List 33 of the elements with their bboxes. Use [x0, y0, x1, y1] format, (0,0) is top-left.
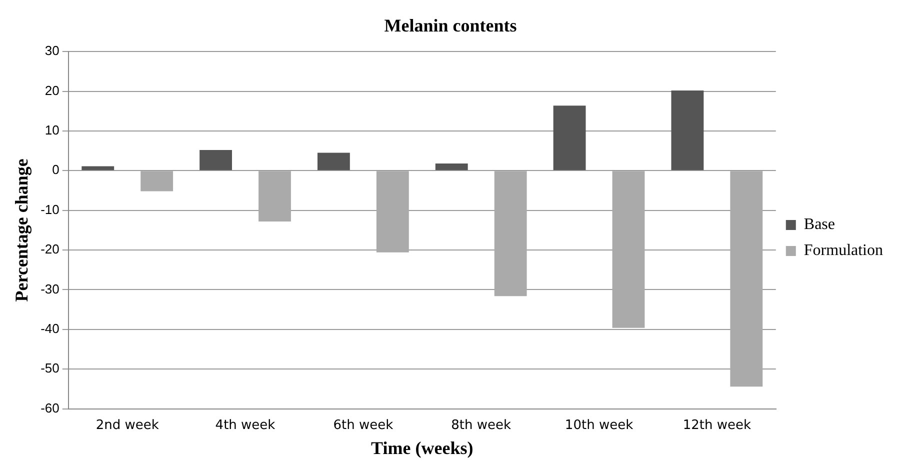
x-axis-title: Time (weeks) [371, 438, 474, 458]
y-tick-label: -20 [40, 242, 60, 257]
bar [140, 171, 174, 192]
bar [494, 171, 527, 296]
bar [376, 171, 409, 252]
bar [671, 90, 704, 170]
y-tick-label: -10 [40, 202, 60, 217]
y-tick-label: 10 [44, 122, 60, 138]
bar [435, 164, 468, 170]
chart-title: Melanin contents [384, 15, 517, 36]
legend-label: Formulation [804, 242, 883, 260]
x-tick-label: 8th week [451, 418, 512, 433]
bar [612, 171, 645, 328]
x-tick-label: 12th week [682, 418, 752, 433]
y-tick-label: 20 [44, 82, 60, 98]
y-tick-label: -50 [40, 360, 60, 376]
x-tick-label: 2nd week [96, 418, 160, 433]
x-tick-label: 10th week [564, 418, 634, 433]
y-tick-label: -40 [40, 321, 60, 336]
y-tick-label: -60 [40, 400, 60, 416]
y-tick-label: -30 [40, 281, 60, 296]
legend-label: Base [804, 216, 835, 234]
bar [200, 150, 232, 170]
bar [730, 171, 763, 387]
x-tick-label: 6th week [333, 418, 394, 433]
bar [317, 152, 350, 170]
y-tick-label: 30 [44, 43, 60, 58]
y-tick-label: 0 [52, 162, 60, 178]
bar [82, 166, 114, 170]
x-tick-label: 4th week [215, 418, 276, 433]
y-axis-title: Percentage change [11, 158, 32, 302]
bar [553, 106, 586, 170]
bar [258, 171, 291, 222]
